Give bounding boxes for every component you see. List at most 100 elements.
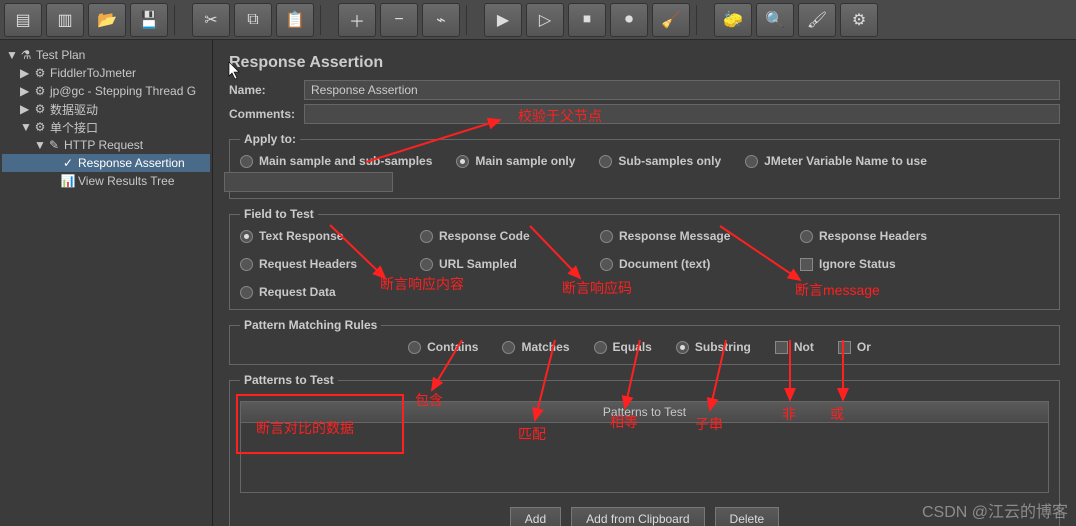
field-option[interactable]: Text Response <box>240 229 396 243</box>
radio-icon <box>502 341 515 354</box>
twist-icon[interactable]: ▶ <box>20 66 30 80</box>
tree-item-label: HTTP Request <box>64 138 143 152</box>
pattern-check[interactable]: Or <box>838 340 871 354</box>
radio-icon <box>420 258 433 271</box>
tree-item-label: Response Assertion <box>78 156 185 170</box>
tree-root-label[interactable]: Test Plan <box>36 48 85 62</box>
twist-icon[interactable]: ▶ <box>20 84 30 98</box>
radio-icon <box>420 230 433 243</box>
toolbar-play-icon[interactable]: ▶ <box>484 3 522 37</box>
radio-icon <box>594 341 607 354</box>
apply-to-legend: Apply to: <box>240 132 300 146</box>
radio-icon <box>600 230 613 243</box>
twist-icon[interactable]: ▶ <box>20 102 30 116</box>
toolbar-gear-icon[interactable]: ⚙ <box>840 3 878 37</box>
field-option[interactable]: Request Headers <box>240 257 396 271</box>
checkbox-label: Not <box>794 340 814 354</box>
toolbar-wand-icon[interactable]: ⌁ <box>422 3 460 37</box>
comments-label: Comments: <box>229 107 304 121</box>
tree-item-label: View Results Tree <box>78 174 175 188</box>
tree-item[interactable]: ▼⚙单个接口 <box>2 118 210 136</box>
apply-option[interactable]: JMeter Variable Name to use <box>745 154 927 168</box>
tree-item-label: FiddlerToJmeter <box>50 66 136 80</box>
pattern-option[interactable]: Matches <box>502 340 569 354</box>
pattern-option[interactable]: Contains <box>408 340 478 354</box>
toolbar-clear-icon[interactable]: 🧹 <box>652 3 690 37</box>
add-button[interactable]: Add <box>510 507 561 526</box>
field-option[interactable]: URL Sampled <box>420 257 576 271</box>
tree-item-label: 单个接口 <box>50 119 98 136</box>
toolbar-copy-icon[interactable]: ⧉ <box>234 3 272 37</box>
comments-input[interactable] <box>304 104 1060 124</box>
radio-label: Response Code <box>439 229 530 243</box>
patterns-to-test-legend: Patterns to Test <box>240 373 338 387</box>
name-input[interactable] <box>304 80 1060 100</box>
field-option[interactable]: Response Message <box>600 229 776 243</box>
radio-label: Response Message <box>619 229 730 243</box>
radio-label: Request Data <box>259 285 336 299</box>
toolbar-file-new-icon[interactable]: ▤ <box>4 3 42 37</box>
toolbar-open-icon[interactable]: 📂 <box>88 3 126 37</box>
twist-icon[interactable]: ▼ <box>6 48 16 62</box>
tree-item[interactable]: ▶⚙FiddlerToJmeter <box>2 64 210 82</box>
apply-to-fieldset: Apply to: Main sample and sub-samples Mai… <box>229 132 1060 199</box>
tree-item[interactable]: ▼✎HTTP Request <box>2 136 210 154</box>
radio-label: Document (text) <box>619 257 710 271</box>
patterns-table-body[interactable] <box>240 423 1049 493</box>
field-option[interactable]: Response Headers <box>800 229 976 243</box>
field-option[interactable]: Ignore Status <box>800 257 976 271</box>
toolbar-paste-icon[interactable]: 📋 <box>276 3 314 37</box>
assert-icon: ✓ <box>61 156 75 170</box>
pattern-rules-fieldset: Pattern Matching Rules ContainsMatchesEq… <box>229 318 1060 365</box>
tree-item[interactable]: ▶⚙jp@gc - Stepping Thread G <box>2 82 210 100</box>
checkbox-label: Or <box>857 340 871 354</box>
toolbar-search-icon[interactable]: 🔍 <box>756 3 794 37</box>
radio-label: Main sample and sub-samples <box>259 154 432 168</box>
twist-icon[interactable]: ▼ <box>34 138 44 152</box>
name-label: Name: <box>229 83 304 97</box>
toolbar-brush-icon[interactable]: 🖌 <box>798 3 836 37</box>
field-option[interactable]: Document (text) <box>600 257 776 271</box>
field-option[interactable]: Request Data <box>240 285 396 299</box>
toolbar-stop-all-icon[interactable]: ⏺ <box>610 3 648 37</box>
pattern-option[interactable]: Equals <box>594 340 652 354</box>
toolbar-plus-icon[interactable]: ＋ <box>338 3 376 37</box>
delete-button[interactable]: Delete <box>715 507 780 526</box>
apply-option[interactable]: Main sample and sub-samples <box>240 154 432 168</box>
radio-label: URL Sampled <box>439 257 517 271</box>
gears-icon: ⚙ <box>33 66 47 80</box>
toolbar-play-sel-icon[interactable]: ▷ <box>526 3 564 37</box>
pattern-option[interactable]: Substring <box>676 340 751 354</box>
pipette-icon: ✎ <box>47 138 61 152</box>
tree-item[interactable]: 📊View Results Tree <box>2 172 210 190</box>
checkbox-label: Ignore Status <box>819 257 896 271</box>
toolbar-minus-icon[interactable]: − <box>380 3 418 37</box>
tree-item-label: 数据驱动 <box>50 101 98 118</box>
toolbar-broom-icon[interactable]: 🧽 <box>714 3 752 37</box>
twist-icon[interactable]: ▼ <box>20 120 30 134</box>
patterns-table-header: Patterns to Test <box>240 401 1049 423</box>
tree-item[interactable]: ✓Response Assertion <box>2 154 210 172</box>
checkbox-icon <box>775 341 788 354</box>
radio-label: Main sample only <box>475 154 575 168</box>
jmeter-variable-input[interactable] <box>224 172 393 192</box>
apply-option[interactable]: Sub-samples only <box>599 154 721 168</box>
field-to-test-legend: Field to Test <box>240 207 318 221</box>
toolbar-cut-icon[interactable]: ✂ <box>192 3 230 37</box>
tree-item[interactable]: ▶⚙数据驱动 <box>2 100 210 118</box>
radio-label: JMeter Variable Name to use <box>764 154 927 168</box>
toolbar-save-icon[interactable]: 💾 <box>130 3 168 37</box>
radio-label: Matches <box>521 340 569 354</box>
results-icon: 📊 <box>61 174 75 188</box>
field-option[interactable]: Response Code <box>420 229 576 243</box>
flask-icon: ⚗ <box>19 48 33 62</box>
gears-icon: ⚙ <box>33 102 47 116</box>
radio-label: Contains <box>427 340 478 354</box>
panel-title: Response Assertion <box>229 54 1060 72</box>
toolbar-stop-icon[interactable]: ⏹ <box>568 3 606 37</box>
toolbar-templates-icon[interactable]: ▥ <box>46 3 84 37</box>
radio-icon <box>676 341 689 354</box>
pattern-check[interactable]: Not <box>775 340 814 354</box>
add-from-clipboard-button[interactable]: Add from Clipboard <box>571 507 704 526</box>
apply-option[interactable]: Main sample only <box>456 154 575 168</box>
